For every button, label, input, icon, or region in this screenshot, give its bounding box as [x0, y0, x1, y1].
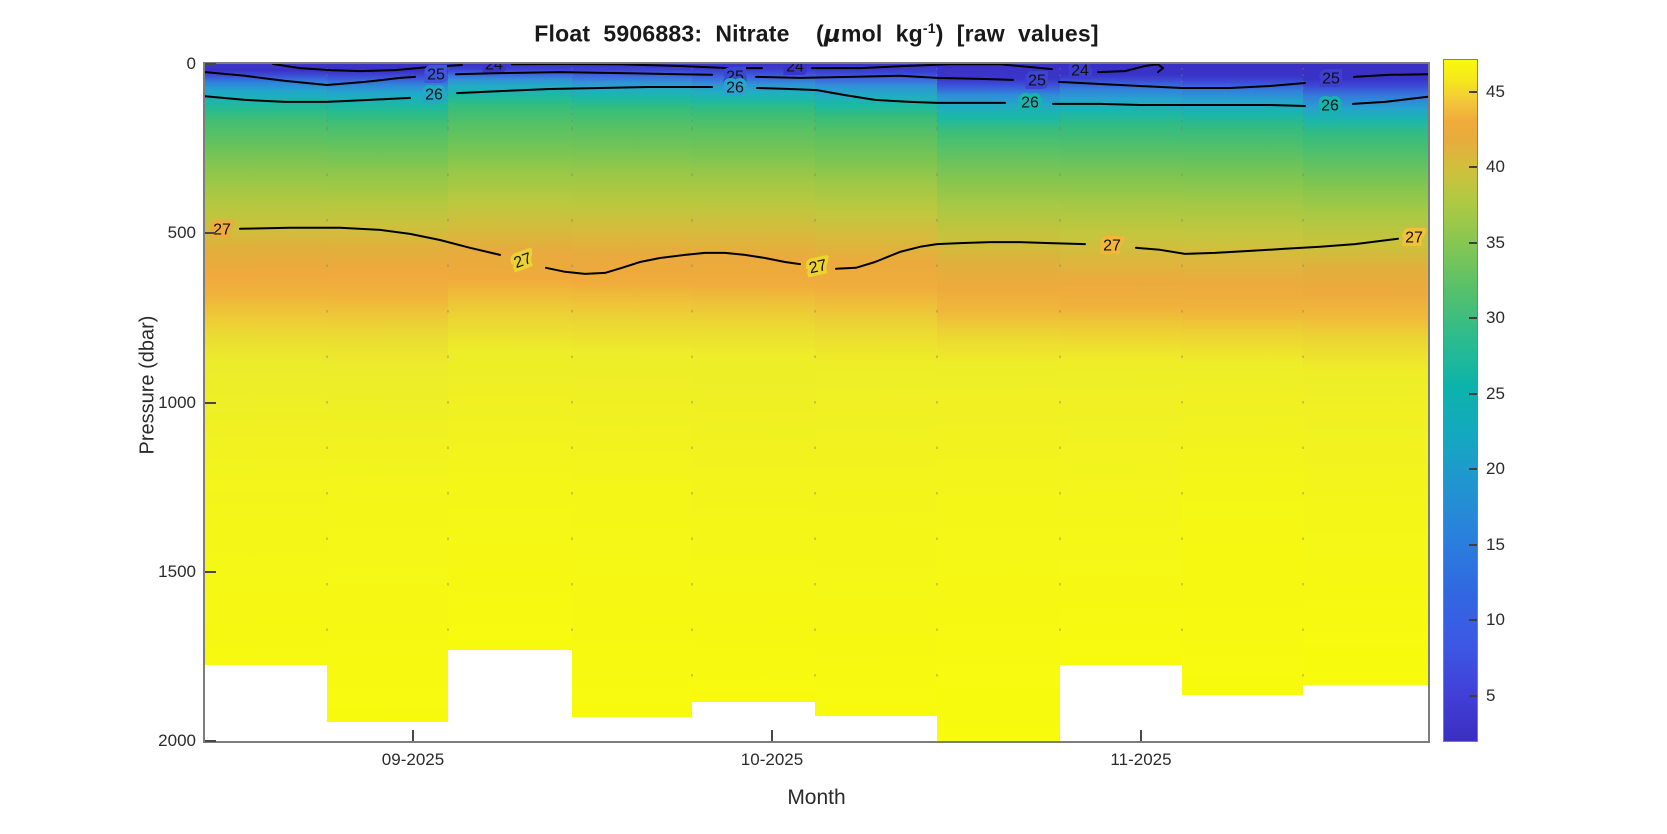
colorbar-tick-mark	[1469, 241, 1477, 244]
colorbar-tick-label: 45	[1486, 81, 1505, 101]
plot-area: 24 24 24 25 25 25 25 26 26 26 26 27 27 27 27 27	[205, 64, 1428, 741]
x-tick-label: 09-2025	[381, 750, 445, 769]
colorbar-tick-label: 25	[1486, 383, 1505, 403]
colorbar-tick-mark	[1469, 90, 1477, 93]
mu-symbol: μ	[823, 21, 841, 48]
y-tick-label: 1000	[158, 392, 196, 412]
profile-column	[448, 64, 572, 650]
profile-column	[1060, 64, 1182, 665]
colorbar-tick-mark	[1469, 392, 1477, 395]
profile-column	[692, 64, 815, 703]
x-tick-label: 10-2025	[740, 750, 804, 769]
profile-column	[815, 64, 937, 716]
profile-column	[205, 64, 327, 665]
colorbar-tick-label: 15	[1486, 534, 1505, 554]
colorbar-tick-mark	[1469, 543, 1477, 546]
y-tick-mark	[205, 63, 216, 65]
x-tick-mark	[1140, 730, 1142, 741]
colorbar	[1444, 60, 1477, 741]
title-units: mol kg	[840, 20, 923, 47]
colorbar-tick-mark	[1469, 694, 1477, 697]
title-text: Float 5906883: Nitrate (	[534, 20, 824, 47]
title-superscript: -1	[922, 20, 936, 36]
x-tick-mark	[412, 730, 414, 741]
y-tick-mark	[205, 740, 216, 742]
x-axis-label: Month	[787, 786, 846, 809]
colorbar-tick-label: 20	[1486, 459, 1505, 479]
colorbar-tick-label: 30	[1486, 308, 1505, 328]
colorbar-tick-label: 10	[1486, 610, 1505, 630]
x-tick-mark	[771, 730, 773, 741]
chart-title: Float 5906883: Nitrate (μmol kg-1) [raw …	[205, 20, 1428, 48]
y-tick-mark	[205, 232, 216, 235]
colorbar-tick-mark	[1469, 619, 1477, 622]
profile-column	[1182, 64, 1303, 696]
colorbar-tick-mark	[1469, 317, 1477, 320]
profile-column	[1303, 64, 1428, 686]
colorbar-tick-mark	[1469, 166, 1477, 169]
y-tick-label: 0	[186, 54, 196, 73]
y-tick-label: 2000	[158, 731, 196, 750]
colorbar-tick-label: 35	[1486, 232, 1505, 252]
x-tick-label: 11-2025	[1110, 750, 1172, 769]
y-tick-mark	[205, 401, 216, 404]
profile-column	[937, 64, 1060, 741]
profile-column	[327, 64, 448, 723]
y-tick-label: 1500	[158, 561, 196, 581]
y-tick-label: 500	[167, 223, 196, 243]
colorbar-tick-label: 5	[1486, 685, 1496, 705]
title-suffix: ) [raw values]	[935, 20, 1099, 47]
y-axis-label: Pressure (dbar)	[136, 315, 159, 455]
y-tick-mark	[205, 570, 216, 573]
colorbar-tick-label: 40	[1486, 157, 1505, 177]
colorbar-tick-mark	[1469, 468, 1477, 471]
profile-column	[572, 64, 692, 718]
